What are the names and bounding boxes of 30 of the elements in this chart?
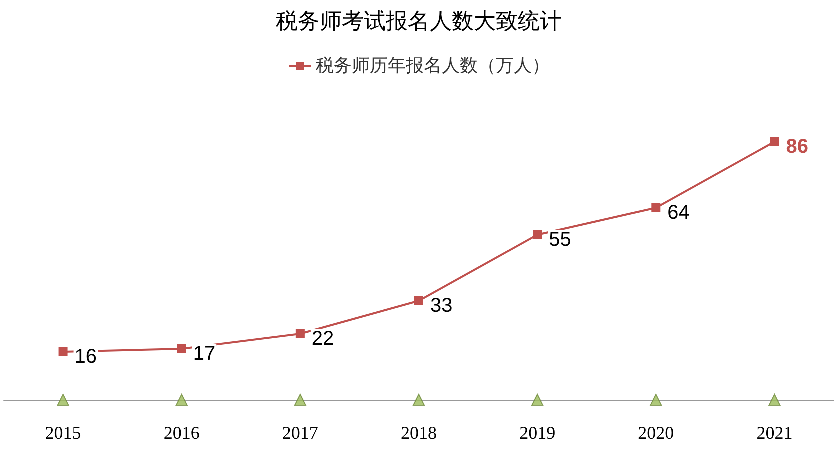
x-tick-label: 2020: [638, 423, 674, 443]
point: [296, 330, 305, 338]
x-tick-label: 2017: [282, 423, 318, 443]
point: [176, 394, 188, 406]
data-label: 55: [549, 229, 572, 251]
point: [652, 204, 661, 212]
data-label: 86: [786, 136, 808, 158]
point: [414, 296, 424, 306]
point: [58, 348, 68, 356]
point: [532, 394, 544, 406]
point: [768, 394, 781, 406]
point: [177, 344, 186, 354]
x-tick-label: 2016: [164, 423, 200, 443]
data-label: 64: [668, 202, 690, 224]
point: [294, 394, 306, 406]
legend-label: 税务师历年报名人数（万人）: [316, 56, 550, 76]
point: [770, 138, 780, 146]
data-label: 16: [74, 346, 98, 368]
point: [650, 394, 662, 406]
x-tick-label: 2015: [45, 423, 82, 443]
x-tick-label: 2018: [401, 423, 437, 443]
data-label: 33: [430, 295, 453, 317]
x-tick-label: 2021: [756, 423, 793, 443]
x-tick-label: 2019: [520, 423, 556, 443]
point: [413, 394, 425, 406]
data-label: 17: [193, 343, 216, 365]
point: [57, 394, 70, 406]
data-label: 22: [312, 328, 334, 350]
chart-title: 税务师考试报名人数大致统计: [276, 10, 562, 34]
point: [533, 230, 542, 240]
